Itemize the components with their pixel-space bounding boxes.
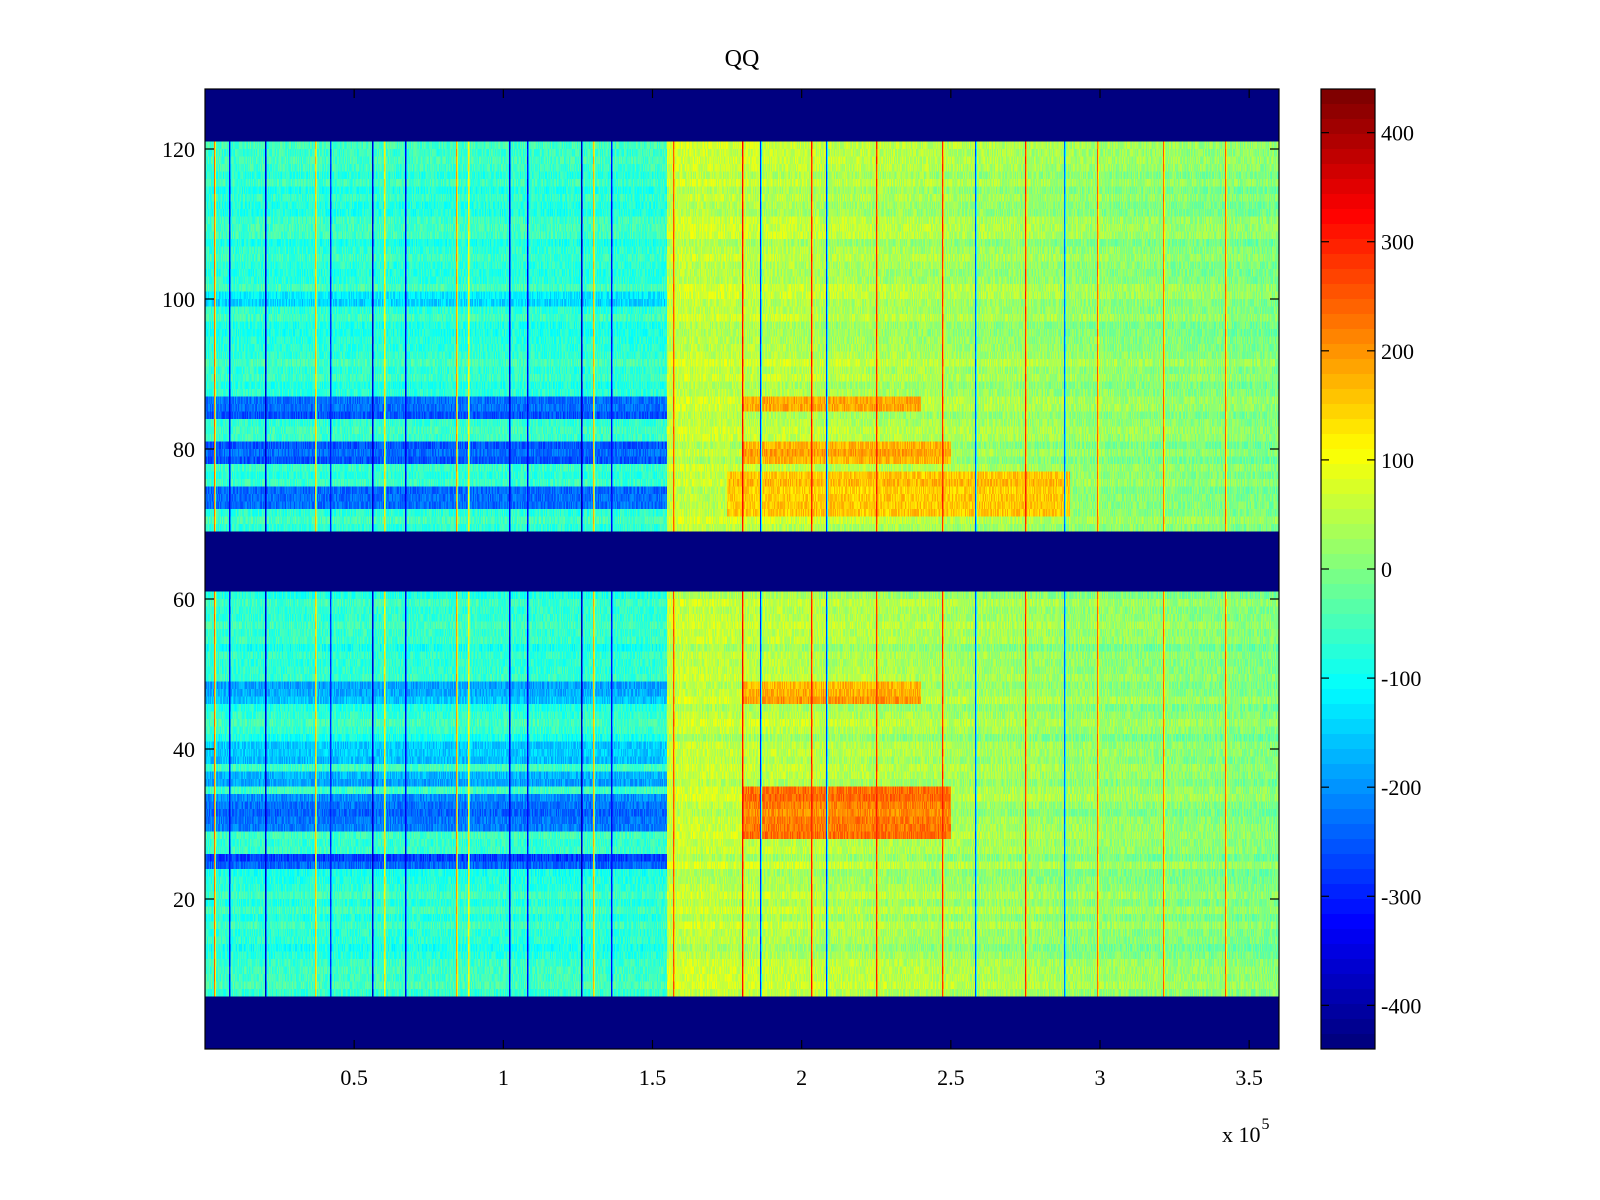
colorbar-tick-label: 200 bbox=[1381, 339, 1414, 364]
y-axis: 20 40 60 80 100 120 bbox=[162, 137, 1279, 912]
colorbar-tick-label: 0 bbox=[1381, 557, 1392, 582]
y-tick-label: 80 bbox=[173, 437, 195, 462]
y-tick-label: 60 bbox=[173, 587, 195, 612]
x-tick-label: 0.5 bbox=[340, 1065, 368, 1090]
x-tick-label: 3.5 bbox=[1235, 1065, 1263, 1090]
y-tick-label: 40 bbox=[173, 737, 195, 762]
colorbar-tick-label: -300 bbox=[1381, 884, 1421, 909]
colorbar-ticks: 400 300 200 100 0 -100 -200 -300 -400 bbox=[1321, 121, 1421, 1018]
y-tick-label: 120 bbox=[162, 137, 195, 162]
colorbar: 400 300 200 100 0 -100 -200 -300 -400 bbox=[1320, 88, 1421, 1050]
x-axis: 0.5 1 1.5 2 2.5 3 3.5 bbox=[340, 89, 1263, 1090]
colorbar-tick-label: 300 bbox=[1381, 230, 1414, 255]
colorbar-tick-label: -200 bbox=[1381, 775, 1421, 800]
x-tick-label: 1 bbox=[498, 1065, 509, 1090]
heatmap-image bbox=[205, 89, 1279, 1049]
x-tick-label: 1.5 bbox=[639, 1065, 667, 1090]
y-tick-label: 20 bbox=[173, 887, 195, 912]
x-tick-label: 3 bbox=[1095, 1065, 1106, 1090]
colorbar-tick-label: 400 bbox=[1381, 121, 1414, 146]
colorbar-tick-label: -400 bbox=[1381, 993, 1421, 1018]
x-tick-label: 2.5 bbox=[937, 1065, 965, 1090]
y-tick-label: 100 bbox=[162, 287, 195, 312]
plot-frame bbox=[204, 88, 1280, 1050]
x-axis-exponent-label: x 105 bbox=[1222, 1116, 1270, 1147]
x-tick-label: 2 bbox=[796, 1065, 807, 1090]
heatmap-plot-area bbox=[205, 89, 1279, 1049]
chart-title: QQ bbox=[725, 46, 760, 72]
colorbar-gradient bbox=[1321, 89, 1375, 1049]
colorbar-tick-label: -100 bbox=[1381, 666, 1421, 691]
x-exponent-base: x 10 bbox=[1222, 1122, 1261, 1147]
x-exponent-power: 5 bbox=[1262, 1116, 1270, 1133]
colorbar-tick-label: 100 bbox=[1381, 448, 1414, 473]
